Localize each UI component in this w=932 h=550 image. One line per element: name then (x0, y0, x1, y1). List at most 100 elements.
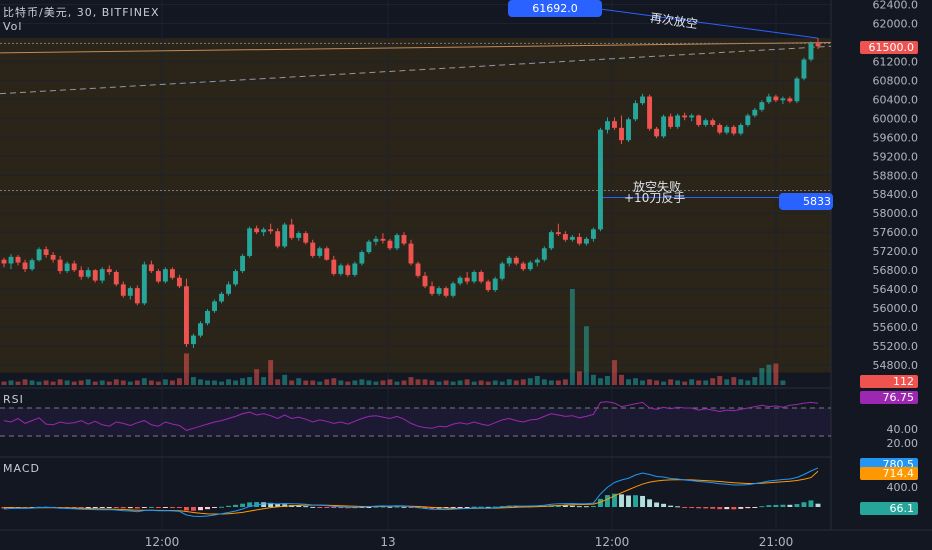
candle-body (682, 115, 688, 118)
volume-bar (422, 379, 428, 385)
candlesticks (1, 38, 821, 348)
candle-body (268, 229, 274, 232)
candle-body (141, 264, 147, 304)
price-tick-label: 55200.0 (873, 340, 919, 353)
candle-body (597, 129, 603, 230)
price-tick-label: 60800.0 (873, 74, 919, 87)
price-axis[interactable]: 62400.0 62000.0 61200.0 60800.0 60400.0 60000… (873, 0, 919, 494)
price-tick-label: 57200.0 (873, 245, 919, 258)
volume-bar (394, 381, 400, 385)
macd-histogram-bar (450, 507, 456, 508)
price-tick-label: 60000.0 (873, 112, 919, 125)
candle-body (780, 98, 786, 101)
volume-bar (387, 379, 393, 385)
candle-body (289, 224, 295, 238)
volume-bar (478, 380, 484, 385)
volume-bar (619, 374, 624, 385)
volume-bar (127, 381, 133, 385)
candle-body (401, 235, 407, 244)
candle-body (261, 229, 267, 233)
rsi-indicator-label[interactable]: RSI (3, 393, 24, 406)
volume-bar (99, 380, 105, 385)
level-callout[interactable]: 5833 (779, 193, 833, 210)
price-tick-label: 56800.0 (873, 264, 919, 277)
candle-body (198, 323, 203, 336)
volume-bar (240, 378, 246, 385)
candle-body (724, 126, 730, 133)
candle-body (310, 242, 316, 256)
volume-bar (261, 377, 267, 385)
chart-background-layers (0, 38, 831, 436)
candle-body (745, 115, 751, 125)
macd-histogram-bar (78, 507, 84, 508)
time-axis[interactable]: 12:00 13 12:00 21:00 (145, 535, 794, 549)
macd-histogram-bar (155, 507, 161, 508)
macd-histogram-bar (815, 503, 821, 507)
volume-bar (661, 381, 667, 385)
macd-histogram-bar (331, 507, 337, 508)
price-callout[interactable]: 61692.0 (508, 0, 602, 17)
candle-body (415, 263, 421, 276)
candle-body (534, 259, 540, 263)
macd-indicator-label[interactable]: MACD (3, 462, 40, 475)
volume-bar (499, 381, 505, 385)
volume-bar (317, 381, 323, 385)
volume-bar (401, 380, 407, 385)
candle-body (450, 283, 456, 296)
volume-bar (134, 380, 140, 385)
note-reverse[interactable]: +10刀反手 (624, 191, 686, 205)
macd-histogram-bar (724, 507, 730, 510)
volume-bar (141, 378, 147, 385)
volume-bar (373, 381, 379, 385)
volume-bar (162, 379, 168, 385)
volume-bar (191, 377, 196, 385)
candle-body (22, 262, 28, 270)
macd-histogram-bar (626, 495, 631, 507)
price-tick-label: 54800.0 (873, 359, 919, 372)
candle-body (99, 269, 105, 281)
volume-bar (324, 379, 330, 385)
candle-body (766, 96, 772, 103)
candle-body (555, 232, 561, 235)
macd-histogram-bar (457, 507, 463, 508)
macd-histogram-bar (226, 505, 232, 507)
candle-body (506, 257, 512, 264)
macd-histogram-bar (106, 507, 112, 508)
volume-bar (492, 380, 498, 385)
candle-body (590, 229, 596, 239)
macd-histogram-bar (373, 506, 379, 508)
candle-body (464, 277, 470, 282)
macd-histogram-bar (555, 505, 561, 507)
candle-body (422, 275, 428, 287)
macd-histogram-bar (717, 507, 723, 510)
volume-bar (78, 380, 84, 385)
candle-body (8, 256, 14, 264)
highlight-zone (0, 38, 831, 373)
macd-histogram-bar (408, 507, 414, 508)
volume-bar (1, 381, 7, 385)
volume-bar (43, 380, 49, 385)
dashed-trend-line (0, 45, 832, 95)
macd-histogram-bar (485, 506, 491, 508)
volume-bar (219, 381, 224, 385)
macd-histogram-bar (141, 507, 147, 508)
volume-bar (92, 381, 98, 385)
candle-body (85, 270, 91, 277)
candle-body (485, 281, 491, 291)
volume-indicator-label[interactable]: Vol (3, 20, 23, 33)
macd-histogram-bar (71, 507, 77, 508)
volume-bars (1, 289, 786, 385)
candle-body (815, 43, 821, 47)
volume-bar (22, 379, 28, 385)
note-short-failed[interactable]: 放空失败 (633, 180, 682, 194)
volume-bar (640, 380, 646, 385)
volume-bar (569, 289, 575, 385)
candle-body (338, 265, 344, 274)
candle-body (576, 236, 582, 244)
volume-bar (289, 380, 295, 385)
volume-bar (675, 380, 681, 385)
symbol-title[interactable]: 比特币/美元, 30, BITFINEX (3, 6, 160, 19)
macd-histogram-bar (569, 505, 575, 507)
volume-bar (148, 380, 154, 385)
